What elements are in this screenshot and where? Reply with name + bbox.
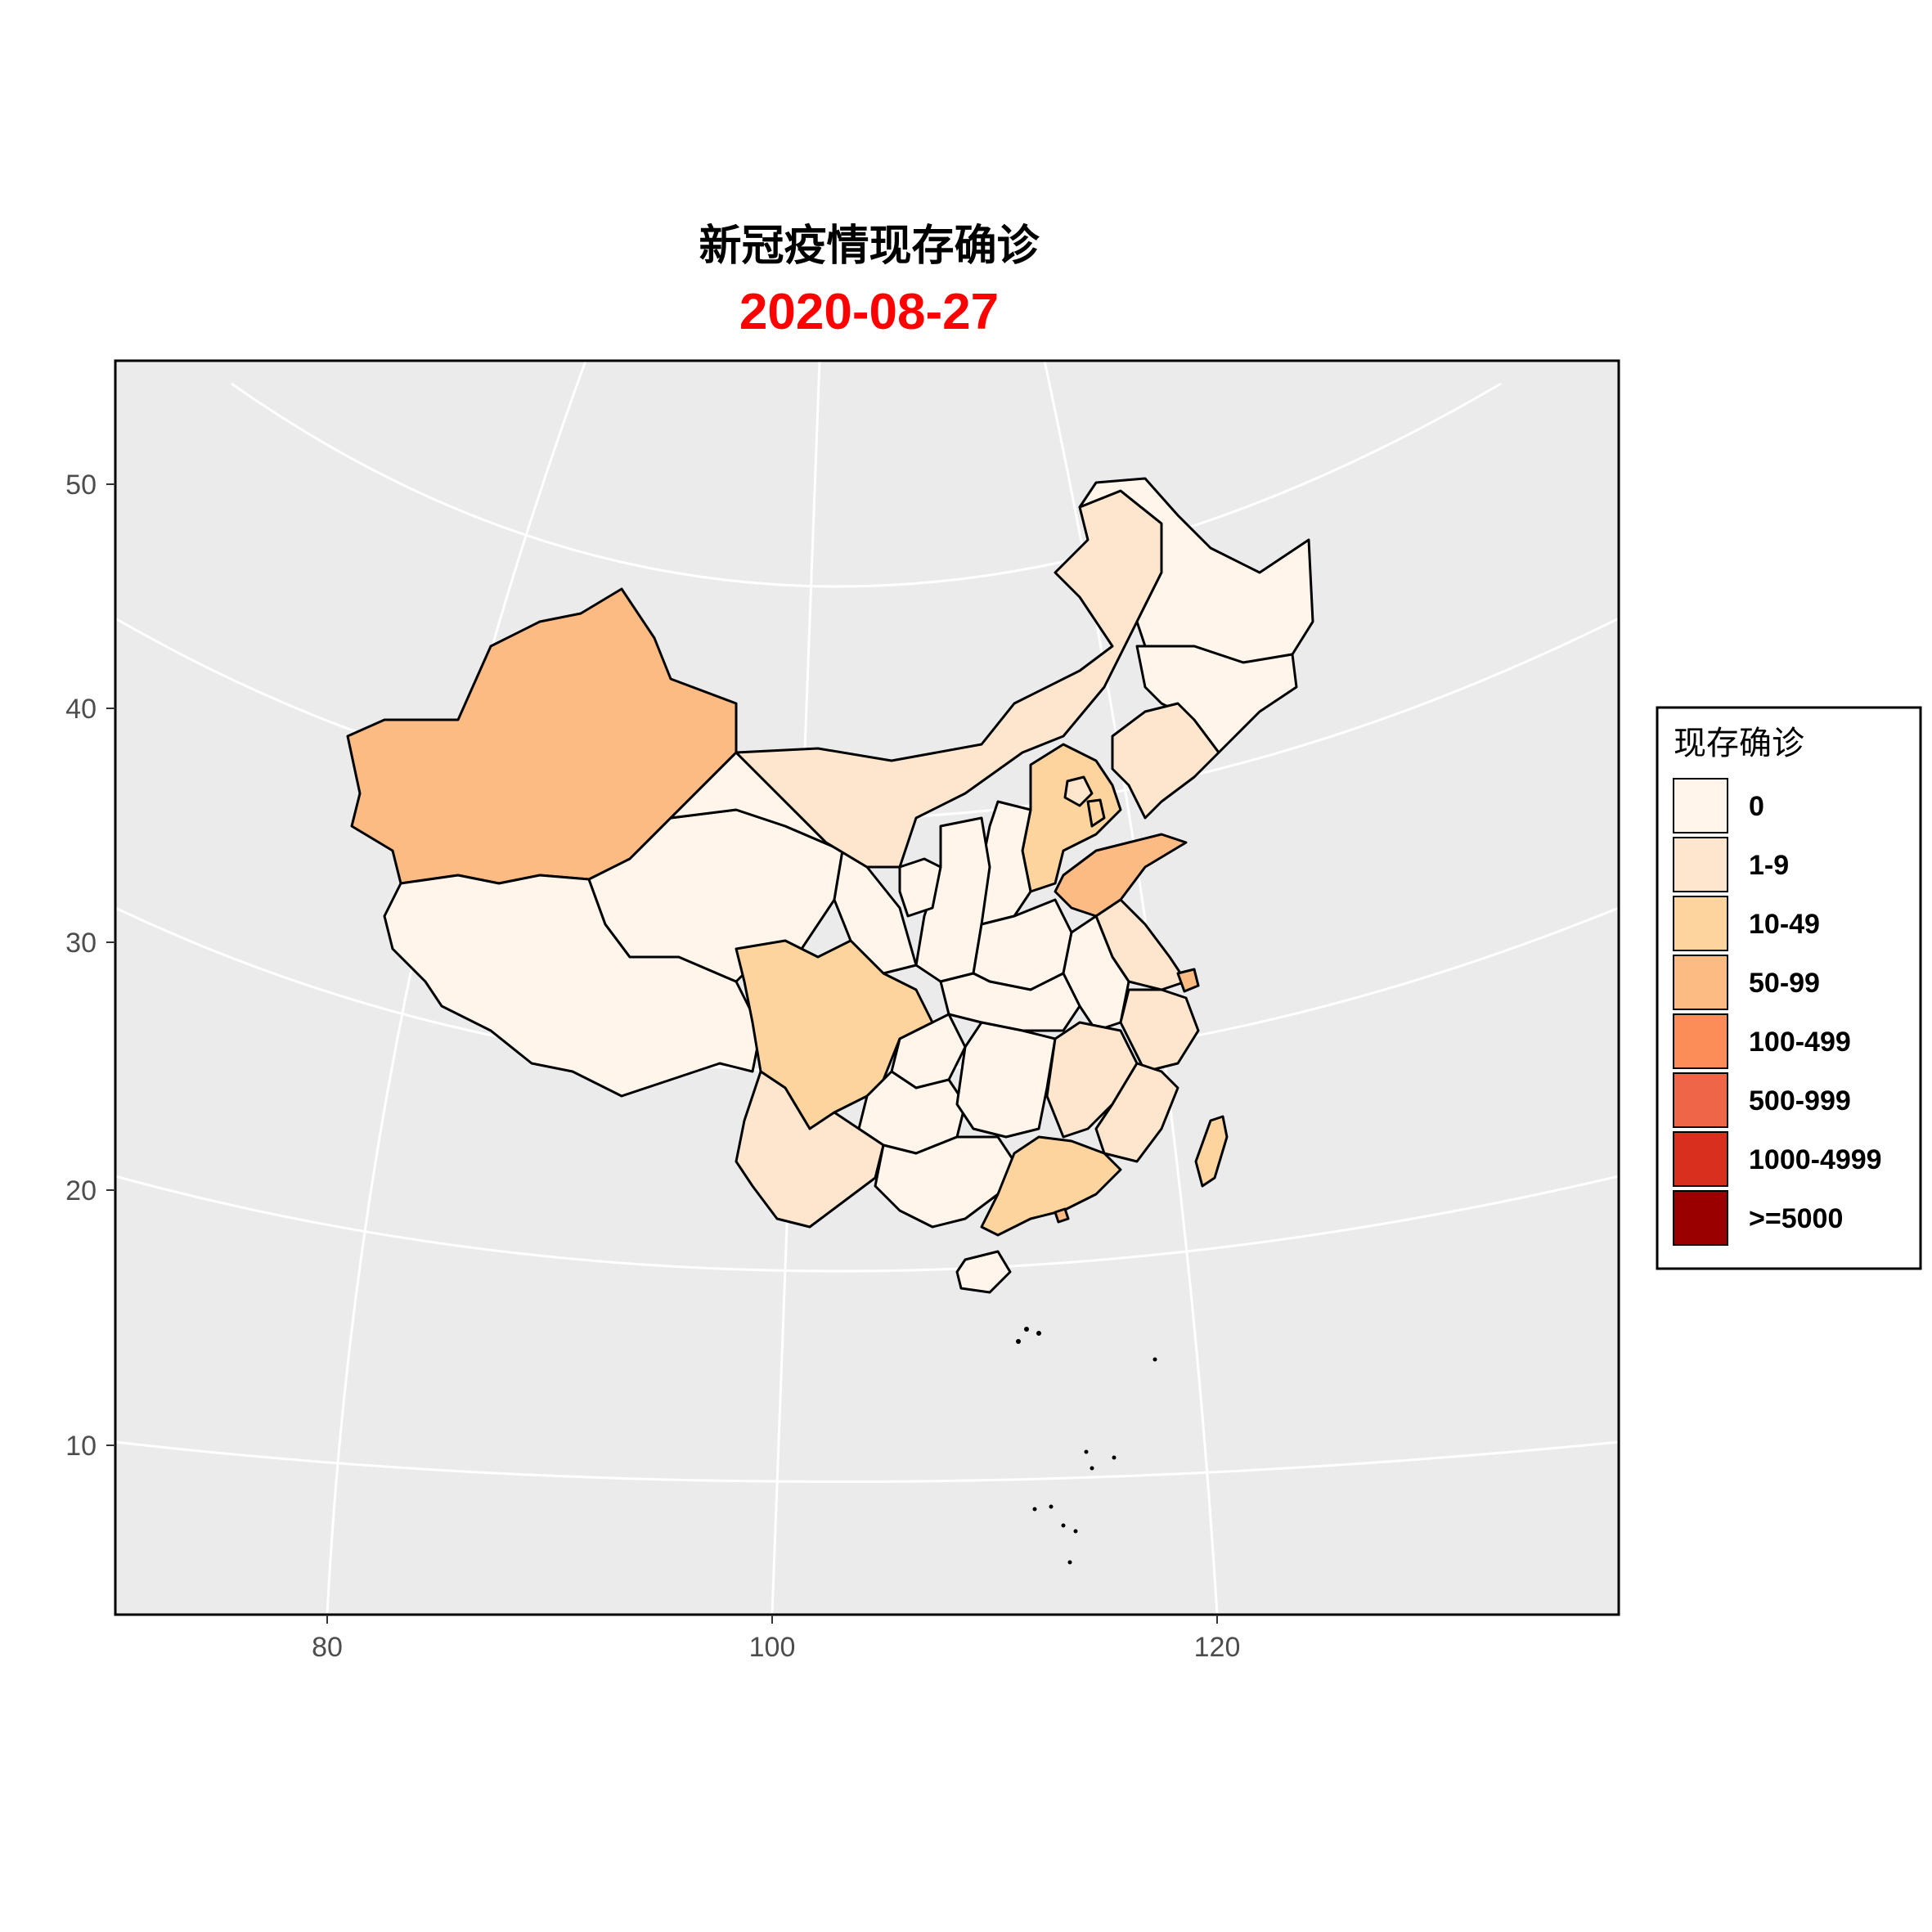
region-beijing[interactable] — [1063, 775, 1094, 807]
graticule-lat-20 — [115, 1175, 1620, 1273]
legend-key-label: 100-499 — [1749, 1027, 1851, 1058]
legend-key-label: 50-99 — [1749, 968, 1820, 999]
region-ningxia[interactable] — [898, 857, 942, 918]
y-tick-label: 30 — [65, 928, 97, 959]
legend: 现存确诊 0 1-9 10-49 50-99 100-499 500-999 1000-49… — [1656, 706, 1922, 1270]
region-shanghai[interactable] — [1176, 968, 1200, 993]
x-tick-label: 120 — [1194, 1632, 1241, 1663]
y-tick-label: 50 — [65, 470, 97, 501]
region-yunnan[interactable] — [735, 1070, 885, 1229]
legend-key-swatch — [1673, 1131, 1728, 1187]
x-tick-label: 80 — [312, 1632, 343, 1663]
legend-key-label: 1-9 — [1749, 850, 1789, 881]
legend-key-swatch — [1673, 1190, 1728, 1246]
legend-key-swatch — [1673, 896, 1728, 951]
region-fujian[interactable] — [1094, 1062, 1179, 1163]
region-hong-kong[interactable] — [1054, 1207, 1070, 1224]
region-tianjin[interactable] — [1086, 798, 1106, 828]
title-block: 新冠疫情现存确诊 2020-08-27 — [115, 219, 1624, 345]
region-guangdong[interactable] — [980, 1135, 1122, 1237]
chart-title: 新冠疫情现存确诊 — [699, 221, 1040, 271]
region-liaoning[interactable] — [1111, 702, 1220, 820]
region-hubei[interactable] — [939, 972, 1081, 1032]
panel-border — [114, 359, 1620, 1616]
y-tick-label: 10 — [65, 1431, 97, 1462]
region-hainan[interactable] — [955, 1250, 1012, 1294]
region-jilin[interactable] — [1135, 645, 1298, 754]
x-tick-label: 100 — [749, 1632, 796, 1663]
legend-key-swatch — [1673, 955, 1728, 1010]
legend-key-swatch — [1673, 1072, 1728, 1128]
legend-key-label: 10-49 — [1749, 909, 1820, 940]
region-shandong[interactable] — [1054, 833, 1188, 918]
graticule-lon-80 — [326, 360, 587, 1615]
legend-title: 现存确诊 — [1674, 725, 1804, 762]
graticule-lat-50 — [231, 382, 1502, 588]
region-tibet[interactable] — [383, 874, 762, 1098]
legend-key-label: 0 — [1749, 791, 1764, 822]
legend-key-label: >=5000 — [1749, 1203, 1843, 1234]
region-zhejiang[interactable] — [1119, 988, 1200, 1073]
map-panel — [114, 359, 1620, 1616]
region-hunan[interactable] — [955, 1021, 1057, 1139]
legend-key-swatch — [1673, 778, 1728, 833]
y-tick-label: 40 — [65, 694, 97, 725]
y-axis: 50 40 30 20 10 — [65, 470, 115, 1462]
x-axis: 80 100 120 — [312, 1615, 1240, 1663]
province-layer — [346, 477, 1314, 1294]
legend-key-label: 1000-4999 — [1749, 1144, 1882, 1175]
y-tick-label: 20 — [65, 1175, 97, 1206]
legend-key-swatch — [1673, 1013, 1728, 1069]
legend-key-label: 500-999 — [1749, 1085, 1851, 1117]
region-taiwan[interactable] — [1194, 1115, 1229, 1188]
south-china-sea-islands — [1016, 1327, 1157, 1565]
graticule-lat-10 — [115, 1440, 1620, 1483]
chart-subtitle-date: 2020-08-27 — [739, 284, 1000, 340]
legend-key-swatch — [1673, 837, 1728, 892]
